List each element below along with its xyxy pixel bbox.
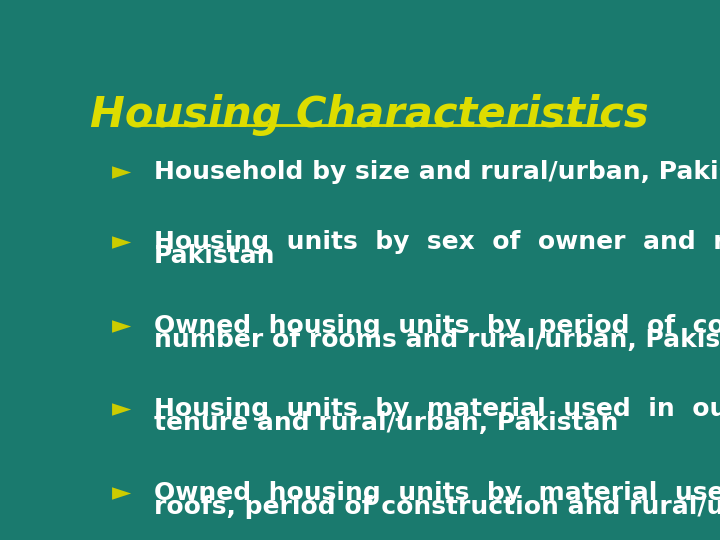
Text: tenure and rural/urban, Pakistan: tenure and rural/urban, Pakistan <box>154 411 618 435</box>
Text: Housing  units  by  material  used  in  outer  walls,  roofs,: Housing units by material used in outer … <box>154 397 720 421</box>
Text: Housing Characteristics: Housing Characteristics <box>90 94 648 136</box>
Text: number of rooms and rural/urban, Pakistan: number of rooms and rural/urban, Pakista… <box>154 328 720 352</box>
Text: roofs, period of construction and rural/urban, Pakistan: roofs, period of construction and rural/… <box>154 495 720 519</box>
Text: Housing  units  by  sex  of  owner  and  rural/urban,: Housing units by sex of owner and rural/… <box>154 230 720 254</box>
Text: Owned  housing  units  by  period  of  construction,: Owned housing units by period of constru… <box>154 314 720 338</box>
Text: Household by size and rural/urban, Pakistan: Household by size and rural/urban, Pakis… <box>154 160 720 185</box>
Text: Pakistan: Pakistan <box>154 244 276 268</box>
Text: ►: ► <box>112 160 132 185</box>
Text: ►: ► <box>112 314 132 338</box>
Text: Owned  housing  units  by  material  used  in  outer  walls,: Owned housing units by material used in … <box>154 481 720 505</box>
Text: ►: ► <box>112 481 132 505</box>
Text: ►: ► <box>112 230 132 254</box>
Text: ►: ► <box>112 397 132 421</box>
